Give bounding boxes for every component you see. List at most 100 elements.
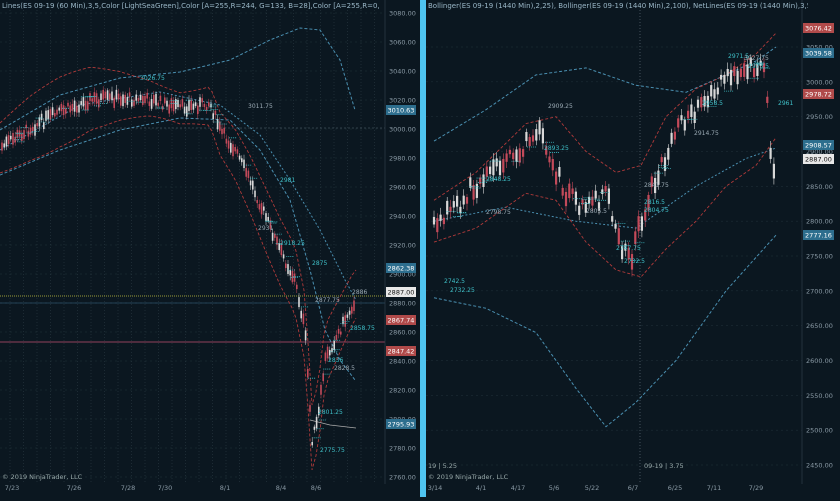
y-axis-tick-label: 2750.00 [806, 253, 833, 261]
candle-body [236, 149, 239, 154]
candle-body [329, 349, 331, 356]
candle-body [181, 99, 184, 107]
candle-body [205, 106, 208, 111]
price-annotation: 2816.5 [644, 199, 665, 206]
candle-body [1, 142, 3, 151]
candle-body [245, 168, 247, 177]
price-tag [803, 48, 834, 58]
candle-body [647, 194, 650, 211]
candle-body [210, 104, 212, 108]
bollinger-inner-upper [0, 66, 357, 406]
candle-body [568, 183, 571, 199]
candle-body [522, 149, 525, 157]
price-tag [803, 140, 834, 150]
candle-body [502, 158, 505, 173]
candle-body [351, 306, 353, 314]
x-axis-tick-label: 4/17 [511, 484, 526, 492]
candle-body [318, 406, 320, 416]
candle-body [660, 157, 663, 163]
candle-body [249, 180, 252, 186]
candle-body [654, 178, 657, 194]
candle-body [571, 188, 574, 194]
candle-body [109, 93, 111, 100]
candle-body [630, 254, 634, 270]
candle-body [265, 213, 267, 221]
y-axis-tick-label: 2960.00 [389, 184, 416, 192]
candle-body [449, 206, 452, 213]
price-tag-label: 2908.57 [805, 142, 832, 150]
candle-body [564, 191, 568, 207]
panel-divider[interactable] [420, 0, 426, 497]
candle-body [475, 183, 478, 198]
candle-body [133, 99, 135, 106]
price-tag-label: 2887.00 [805, 156, 832, 164]
price-tag-label: 2847.42 [388, 348, 415, 356]
candle-body [157, 102, 159, 106]
candle-body [212, 113, 214, 119]
price-annotation: 2805.5 [586, 208, 607, 215]
chart-panel-60min[interactable]: Lines(ES 09-19 (60 Min),3,5,Color [Light… [0, 0, 420, 497]
candle-body [769, 147, 772, 159]
price-tag-label: 3076.42 [805, 25, 832, 33]
candle-body [687, 110, 690, 119]
chart-panel-daily[interactable]: Bollinger(ES 09-19 (1440 Min),2,25), Bol… [426, 0, 840, 497]
price-chart[interactable]: 3050.00 3000.00 2950.00 2900.00 2850.00 2800.… [426, 0, 840, 497]
candle-body [298, 297, 300, 308]
y-axis-tick-label: 3080.00 [389, 10, 416, 18]
chart-background [0, 0, 420, 497]
y-axis-tick-label: 2450.00 [806, 462, 833, 470]
bollinger-outer-upper [0, 27, 356, 131]
candle-body [442, 217, 445, 225]
candle-body [73, 100, 76, 112]
candle-body [713, 89, 716, 99]
candle-body [188, 99, 190, 111]
price-tag-label: 2862.38 [388, 265, 415, 273]
price-tag [386, 263, 416, 273]
candle-body [650, 176, 653, 188]
candle-body [49, 109, 52, 120]
candle-body [58, 107, 60, 111]
candle-body [69, 105, 71, 113]
candle-body [766, 96, 769, 103]
x-axis-tick-label: 7/23 [5, 484, 20, 492]
x-axis-tick-label: 7/29 [749, 484, 764, 492]
candle-body [247, 170, 250, 178]
candle-body [459, 206, 462, 214]
price-tag [386, 315, 416, 325]
candle-body [7, 135, 10, 145]
y-axis-tick-label: 2880.00 [389, 300, 416, 308]
candle-body [696, 99, 700, 108]
candle-body [663, 157, 667, 171]
candle-body [95, 93, 98, 104]
price-annotation: 2971.5 [728, 53, 749, 60]
bollinger-mid [0, 91, 357, 301]
candle-body [280, 243, 283, 256]
price-tag [803, 23, 834, 33]
x-axis-tick-label: 3/14 [428, 484, 443, 492]
candle-body [726, 68, 729, 77]
y-axis-tick-label: 3000.00 [806, 78, 833, 86]
candle-body [177, 99, 179, 108]
candle-body [657, 170, 660, 185]
price-annotation: 2981 [280, 177, 295, 184]
y-axis-tick-label: 2600.00 [806, 357, 833, 365]
y-axis-tick-label: 3020.00 [389, 97, 416, 105]
candle-body [36, 123, 38, 127]
candle-body [241, 158, 243, 163]
y-axis-tick-label: 2980.00 [389, 155, 416, 163]
candle-body [555, 171, 558, 185]
candle-body [131, 99, 133, 107]
candle-body [87, 101, 89, 111]
x-axis-tick-label: 6/7 [628, 484, 638, 492]
price-chart[interactable]: 3080.00 3060.00 3040.00 3020.00 3000.00 2980.… [0, 0, 420, 497]
y-axis-tick-label: 2860.00 [389, 329, 416, 337]
candle-body [594, 190, 597, 199]
indicator-header: Lines(ES 09-19 (60 Min),3,5,Color [Light… [2, 2, 382, 10]
candle-body [346, 314, 349, 318]
candle-body [545, 146, 548, 155]
candle-body [274, 233, 276, 238]
candle-body [256, 200, 258, 204]
candle-body [627, 248, 630, 260]
candle-body [693, 111, 696, 123]
candle-body [720, 74, 723, 80]
